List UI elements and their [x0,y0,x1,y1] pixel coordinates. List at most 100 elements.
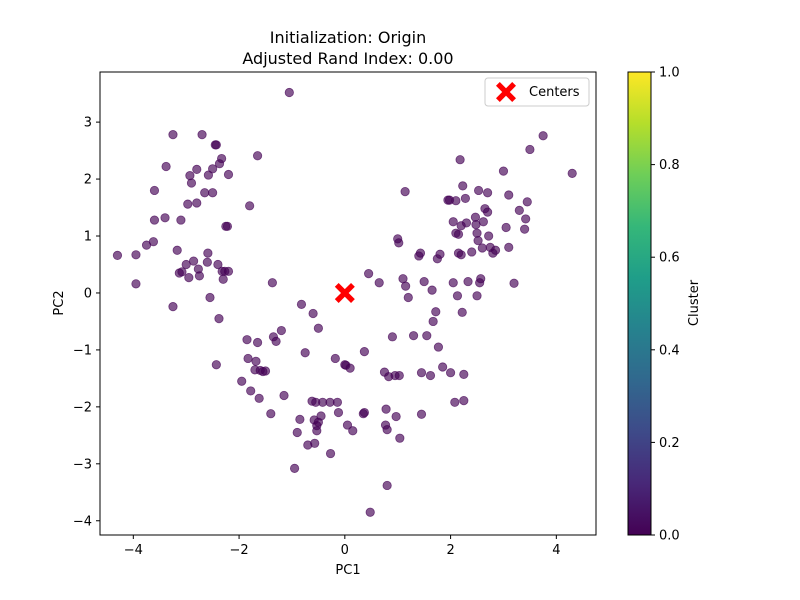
legend-marker-centers [496,82,516,102]
data-point [522,197,532,207]
data-point [310,438,320,448]
y-tick-label: −1 [73,343,92,358]
colorbar-tick-label: 0.8 [659,158,680,173]
y-tick-label: −2 [73,400,92,415]
data-point [425,370,436,381]
data-point [149,185,160,196]
colorbar-tick-label: 0.6 [659,251,680,266]
data-point [172,245,182,255]
data-point [459,369,469,380]
data-point [448,217,458,227]
plot-area: −4 −2 0 2 4 −4 −3 −2 −1 0 1 2 3 [73,71,597,558]
x-axis-ticks: −4 −2 0 2 4 [124,535,560,558]
data-point [478,217,488,227]
data-point [176,215,186,225]
centers-markers [334,282,355,303]
data-point [498,166,509,176]
x-tick-label: 0 [341,543,349,558]
x-tick-label: −4 [124,543,143,558]
data-point [395,433,405,443]
data-point [252,151,263,161]
data-point [567,168,577,178]
data-point [401,281,411,291]
data-point [332,397,343,407]
data-point [242,335,252,345]
data-point [422,331,432,341]
data-point [458,181,468,191]
data-point [184,272,194,283]
data-point [455,155,465,165]
data-point [330,353,340,364]
colorbar-frame [627,71,652,536]
data-point [279,390,289,401]
data-point [382,480,392,491]
data-point [267,278,277,288]
data-point [148,237,159,247]
data-point [348,426,358,436]
data-point [208,164,218,174]
data-point [501,222,511,233]
data-point [160,213,170,223]
y-tick-label: 1 [84,230,92,245]
colorbar-tick-label: 0.4 [659,343,680,358]
data-point [211,140,221,150]
data-point [525,144,535,155]
data-point [246,386,256,396]
data-point [192,164,202,174]
data-point [504,242,514,253]
data-point [223,169,234,180]
data-point [214,313,224,324]
data-point [203,248,213,258]
data-point [394,238,404,248]
data-point [200,188,210,198]
data-point [473,235,483,246]
legend-label-centers: Centers [529,85,580,100]
data-point [271,336,281,346]
data-point [131,250,141,260]
data-point [472,291,482,301]
data-point [538,131,548,141]
data-point [359,347,369,357]
data-point [461,218,472,228]
data-point [213,259,223,270]
chart-subtitle: Adjusted Rand Index: 0.00 [242,49,453,68]
data-point [251,356,261,366]
data-point [482,188,493,198]
data-point [467,247,477,257]
data-point [202,257,212,267]
data-point [161,161,171,172]
data-point [400,186,410,197]
data-point [168,130,178,140]
y-axis-label: PC2 [52,290,67,315]
data-point [391,411,401,422]
data-point [477,243,487,253]
y-tick-label: 2 [84,173,92,188]
data-point [387,332,398,342]
data-point [296,299,307,309]
data-point [403,292,413,303]
data-point [168,302,178,312]
data-point [450,397,460,407]
data-point [260,366,271,376]
data-point [186,178,197,188]
data-point [333,407,344,418]
data-point [292,427,302,438]
data-point [416,368,427,378]
data-point [223,266,234,276]
data-point [419,276,429,287]
data-point [359,407,369,418]
data-point [131,279,141,289]
colorbar-tick-label: 0.0 [659,529,680,544]
data-point [218,274,228,284]
data-point [276,325,286,336]
data-point [456,250,466,260]
data-point [521,214,531,224]
colorbar-gradient [628,72,651,535]
colorbar: 0.0 0.2 0.4 0.6 0.8 1.0 Cluster [627,66,702,544]
data-point [313,323,323,333]
data-point [295,414,305,424]
data-point [364,269,374,279]
data-point [514,205,524,215]
